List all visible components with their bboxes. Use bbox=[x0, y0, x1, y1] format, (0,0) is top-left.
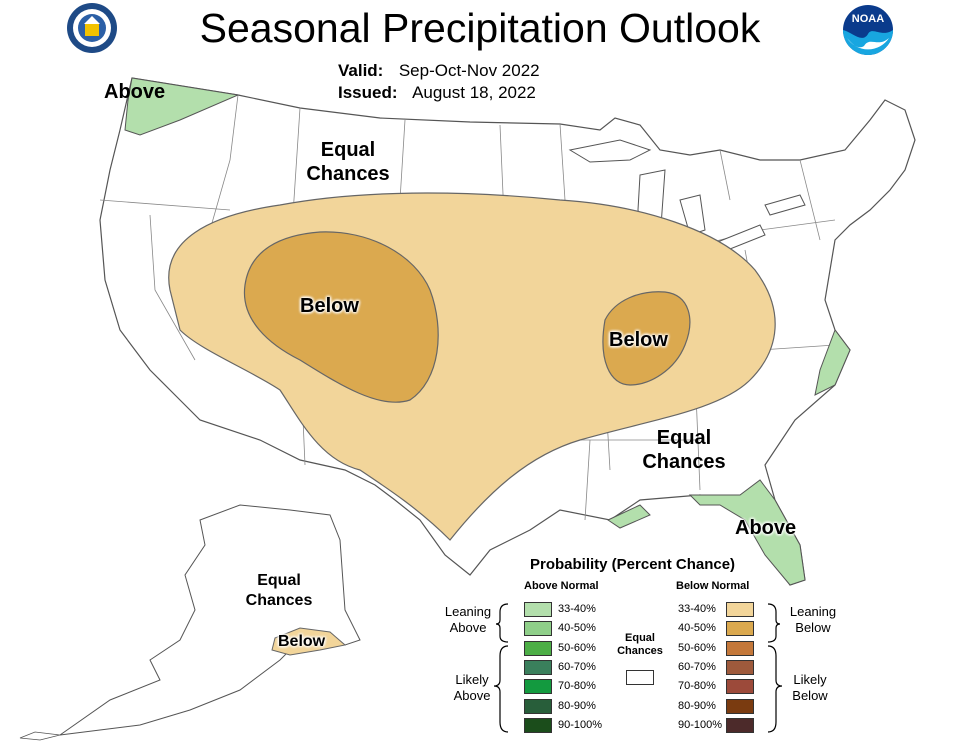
leaning-below-label: Leaning Below bbox=[785, 604, 841, 636]
likely-below-line1: Likely bbox=[793, 672, 827, 687]
above-bin-row: 70-80% bbox=[524, 679, 596, 695]
below-bin-swatch bbox=[726, 698, 754, 714]
alaska-equal-line1: Equal bbox=[257, 572, 301, 589]
below-bin-row: 50-60% bbox=[678, 640, 754, 656]
florida-above-label: Above bbox=[735, 517, 797, 539]
nc-above-region bbox=[814, 328, 851, 396]
alaska-islands bbox=[19, 731, 61, 741]
noaa-logo-text: NOAA bbox=[851, 13, 885, 25]
north-equal-label: Equal Chances bbox=[298, 138, 398, 186]
below-bin-label: 80-90% bbox=[678, 699, 716, 712]
below-bin-swatch bbox=[726, 659, 754, 675]
above-bin-row: 60-70% bbox=[524, 659, 596, 675]
above-bin-label: 33-40% bbox=[558, 603, 596, 615]
north-equal-line2: Chances bbox=[306, 163, 390, 185]
valid-value: Sep-Oct-Nov 2022 bbox=[398, 61, 540, 80]
leaning-below-line2: Below bbox=[795, 620, 831, 635]
legend-equal-line1: Equal bbox=[625, 632, 655, 644]
noaa-logo-icon: NOAA bbox=[842, 4, 894, 56]
above-bin-label: 60-70% bbox=[558, 660, 596, 673]
issued-row: Issued: August 18, 2022 bbox=[338, 82, 536, 104]
east-below-label: Below bbox=[609, 329, 668, 351]
above-bin-label: 90-100% bbox=[558, 718, 603, 731]
legend-title: Probability (Percent Chance) bbox=[530, 556, 736, 573]
gulf-above-region bbox=[606, 504, 651, 529]
alaska-below-label: Below bbox=[278, 633, 326, 650]
below-bin-label: 40-50% bbox=[678, 622, 716, 635]
below-bin-swatch bbox=[726, 602, 754, 617]
above-bin-label: 40-50% bbox=[558, 622, 596, 635]
valid-row: Valid: Sep-Oct-Nov 2022 bbox=[338, 60, 540, 82]
legend-equal-label: Equal Chances bbox=[614, 632, 666, 658]
below-bin-row: 90-100% bbox=[678, 717, 754, 733]
above-bin-swatch bbox=[524, 679, 552, 695]
legend-above-header: Above Normal bbox=[524, 580, 599, 592]
above-bin-swatch bbox=[524, 602, 552, 617]
below-bin-row: 80-90% bbox=[678, 698, 754, 714]
below-bin-swatch bbox=[726, 717, 754, 733]
above-bin-swatch bbox=[524, 640, 552, 656]
above-bin-swatch bbox=[524, 717, 552, 733]
below-bin-label: 90-100% bbox=[678, 718, 723, 731]
below-bin-label: 70-80% bbox=[678, 680, 716, 693]
legend-equal-swatch bbox=[626, 670, 654, 685]
alaska-outline bbox=[59, 504, 361, 736]
above-bin-swatch bbox=[524, 659, 552, 675]
north-equal-line1: Equal bbox=[320, 139, 376, 161]
likely-above-line2: Above bbox=[453, 688, 491, 703]
likely-below-line2: Below bbox=[792, 688, 828, 703]
leaning-above-line2: Above bbox=[449, 620, 487, 635]
above-bin-label: 80-90% bbox=[558, 699, 596, 712]
south-equal-line2: Chances bbox=[642, 451, 726, 473]
above-bin-row: 80-90% bbox=[524, 698, 596, 714]
florida-above-region bbox=[688, 479, 806, 586]
west-below-label: Below bbox=[300, 295, 359, 317]
above-bin-row: 33-40% bbox=[524, 602, 596, 617]
below-bin-label: 50-60% bbox=[678, 641, 716, 654]
below-bin-row: 33-40% bbox=[678, 602, 754, 617]
below-bin-swatch bbox=[726, 640, 754, 656]
leaning-above-label: Leaning Above bbox=[442, 604, 494, 636]
likely-above-line1: Likely bbox=[455, 672, 489, 687]
south-equal-line1: Equal bbox=[656, 427, 712, 449]
legend-below-header: Below Normal bbox=[676, 580, 750, 592]
below-bin-swatch bbox=[726, 679, 754, 695]
alaska-below-region bbox=[271, 627, 347, 656]
above-bin-label: 50-60% bbox=[558, 641, 596, 654]
below-bin-swatch bbox=[726, 621, 754, 637]
below-bin-label: 60-70% bbox=[678, 660, 716, 673]
above-bin-row: 90-100% bbox=[524, 717, 603, 733]
above-bin-swatch bbox=[524, 698, 552, 714]
above-bin-row: 50-60% bbox=[524, 640, 596, 656]
above-bin-label: 70-80% bbox=[558, 680, 596, 693]
issued-label: Issued: bbox=[338, 83, 398, 102]
legend-equal-line2: Chances bbox=[617, 645, 663, 657]
below-bin-row: 60-70% bbox=[678, 659, 754, 675]
west-below-core bbox=[243, 231, 439, 403]
page-title: Seasonal Precipitation Outlook bbox=[199, 5, 761, 51]
above-bin-row: 40-50% bbox=[524, 621, 596, 637]
issued-value: August 18, 2022 bbox=[412, 83, 536, 102]
likely-above-label: Likely Above bbox=[446, 672, 498, 704]
pnw-above-label: Above bbox=[104, 81, 166, 103]
valid-label: Valid: bbox=[338, 61, 384, 80]
below-bin-row: 40-50% bbox=[678, 621, 754, 637]
likely-below-label: Likely Below bbox=[784, 672, 836, 704]
dept-of-commerce-seal-icon bbox=[66, 2, 118, 54]
alaska-equal-label: Equal Chances bbox=[232, 571, 326, 611]
below-bin-row: 70-80% bbox=[678, 679, 754, 695]
east-below-core bbox=[602, 291, 691, 386]
below-bin-label: 33-40% bbox=[678, 603, 716, 615]
above-bin-swatch bbox=[524, 621, 552, 637]
alaska-equal-line2: Chances bbox=[245, 592, 313, 609]
leaning-above-line1: Leaning bbox=[444, 604, 492, 619]
pnw-above-region bbox=[124, 77, 240, 136]
south-equal-label: Equal Chances bbox=[634, 426, 734, 474]
leaning-below-line1: Leaning bbox=[789, 604, 837, 619]
